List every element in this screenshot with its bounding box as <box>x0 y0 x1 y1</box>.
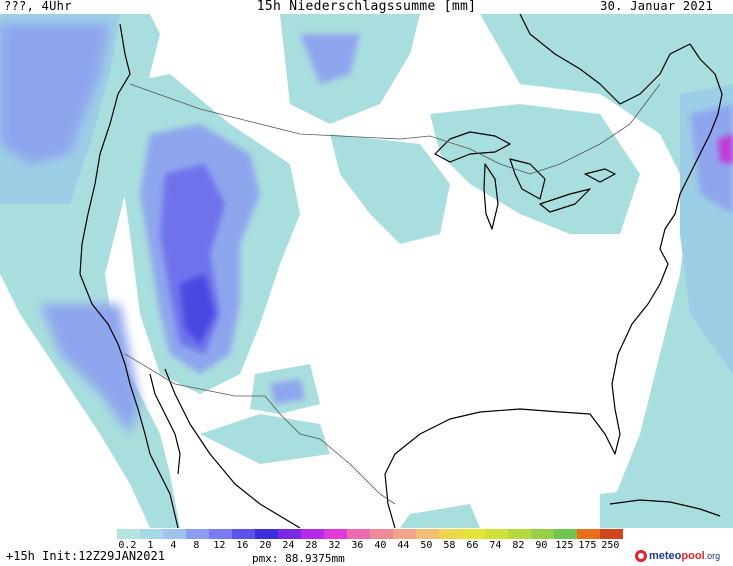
color-scale-tick-label: 125 <box>555 540 574 551</box>
coastlines <box>79 14 723 528</box>
pmx-label: pmx: 88.9375mm <box>252 552 345 565</box>
precip-mexico <box>200 414 330 464</box>
color-scale-tick-label: 8 <box>193 540 200 551</box>
precip-pacific-blue <box>0 24 110 164</box>
color-scale-tick-label: 175 <box>578 540 597 551</box>
color-scale-tick-label: 50 <box>420 540 433 551</box>
color-scale-tick-label: 36 <box>351 540 364 551</box>
precip-gulf <box>400 504 480 528</box>
color-scale-cell <box>163 529 186 539</box>
precip-canada-blue <box>300 34 360 84</box>
great-lakes-michigan <box>483 163 499 230</box>
color-scale-bar <box>117 529 623 539</box>
color-scale-tick-label: 1 <box>147 540 154 551</box>
color-scale-cell <box>232 529 255 539</box>
color-scale-tick-label: 16 <box>236 540 249 551</box>
us-mexico-border <box>124 353 396 505</box>
init-time-label: +15h Init:12Z29JAN2021 <box>6 549 165 563</box>
color-scale-tick-label: 28 <box>305 540 318 551</box>
color-scale-cell <box>255 529 278 539</box>
color-scale-cell <box>278 529 301 539</box>
color-scale-tick-label: 90 <box>535 540 548 551</box>
precip-atlantic-blue <box>690 104 733 214</box>
precipitation-field <box>0 14 733 528</box>
hudson-coast <box>519 14 691 105</box>
precip-rockies-deep <box>180 274 215 344</box>
logo-text-3: .org <box>704 551 721 561</box>
great-lakes-ontario <box>584 168 616 183</box>
color-scale-tick-label: 74 <box>489 540 502 551</box>
color-scale-cell <box>554 529 577 539</box>
baja <box>149 373 181 475</box>
color-scale-cell <box>416 529 439 539</box>
color-scale-tick-label: 66 <box>466 540 479 551</box>
great-lakes-erie <box>539 188 591 213</box>
map-title: 15h Niederschlagssumme [mm] <box>256 0 477 14</box>
color-scale-tick-label: 24 <box>282 540 295 551</box>
meteopool-logo[interactable]: meteo pool .org <box>635 548 720 564</box>
mexico-west <box>164 368 301 528</box>
color-scale-cell <box>485 529 508 539</box>
precip-ne <box>480 14 733 214</box>
color-scale-tick-label: 58 <box>443 540 456 551</box>
color-scale-tick-label: 44 <box>397 540 410 551</box>
great-lakes-huron <box>509 158 546 200</box>
color-scale-cell <box>186 529 209 539</box>
color-scale-cell <box>209 529 232 539</box>
logo-text-2: pool <box>681 550 705 562</box>
color-scale-tick-label: 0.2 <box>118 540 137 551</box>
cuba <box>609 499 721 517</box>
color-scale-tick-label: 40 <box>374 540 387 551</box>
us-canada-border <box>129 83 661 175</box>
logo-text-1: meteo <box>649 550 682 562</box>
color-scale-cell <box>370 529 393 539</box>
map-date: 30. Januar 2021 <box>600 0 713 13</box>
precip-pacific-blue2 <box>40 304 140 434</box>
color-scale-cell <box>347 529 370 539</box>
borders <box>124 83 661 505</box>
precip-caribbean <box>600 484 733 528</box>
valid-time-label: ???, 4Uhr <box>4 0 72 13</box>
precip-atlantic-magenta <box>718 134 733 164</box>
logo-icon <box>635 550 647 562</box>
precip-texas-blue <box>270 379 305 404</box>
color-scale-cell <box>462 529 485 539</box>
color-scale-cell <box>439 529 462 539</box>
color-scale-cell <box>531 529 554 539</box>
color-scale-cell <box>117 529 140 539</box>
color-scale-tick-label: 82 <box>512 540 525 551</box>
color-scale-cell <box>393 529 416 539</box>
color-scale-tick-label: 250 <box>601 540 620 551</box>
gulf-coast <box>384 43 723 528</box>
great-lakes-superior <box>434 131 511 163</box>
color-scale-tick-label: 32 <box>328 540 341 551</box>
precipitation-map <box>0 14 733 528</box>
color-scale-tick-label: 12 <box>213 540 226 551</box>
precip-plains <box>330 134 450 244</box>
pacific-coast <box>79 23 179 528</box>
color-scale-cell <box>324 529 347 539</box>
color-scale-tick-label: 4 <box>170 540 177 551</box>
color-scale-tick-label: 20 <box>259 540 272 551</box>
color-scale-cell <box>140 529 163 539</box>
color-scale-cell <box>600 529 623 539</box>
color-scale-cell <box>577 529 600 539</box>
color-scale-cell <box>301 529 324 539</box>
color-scale-cell <box>508 529 531 539</box>
